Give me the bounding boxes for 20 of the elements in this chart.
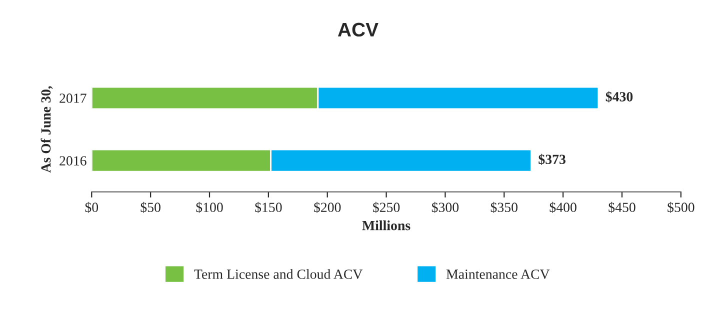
x-tick-label: $250: [372, 202, 400, 213]
y-tick-label: 2017: [60, 94, 86, 103]
x-tick-label: $200: [314, 202, 341, 213]
x-tick-label: $0: [85, 202, 98, 213]
y-axis-title: As Of June 30,: [40, 86, 53, 173]
legend-label: Term License and Cloud ACV: [194, 269, 363, 279]
x-tick-label: $100: [196, 202, 223, 213]
x-tick-label: $500: [668, 202, 694, 213]
x-tick-label: $150: [255, 202, 282, 213]
total-label: $430: [606, 91, 633, 102]
x-tick-label: $450: [608, 202, 636, 213]
x-tick-label: $50: [140, 202, 160, 213]
x-tick-label: $400: [550, 202, 576, 213]
y-tick-label: 2016: [60, 156, 86, 166]
total-label: $373: [538, 154, 566, 165]
x-tick-label: $300: [432, 202, 459, 213]
x-axis-title: Millions: [362, 220, 410, 230]
legend-label: Maintenance ACV: [446, 270, 550, 279]
x-tick-label: $350: [490, 202, 518, 213]
chart-title: ACV: [338, 22, 378, 37]
